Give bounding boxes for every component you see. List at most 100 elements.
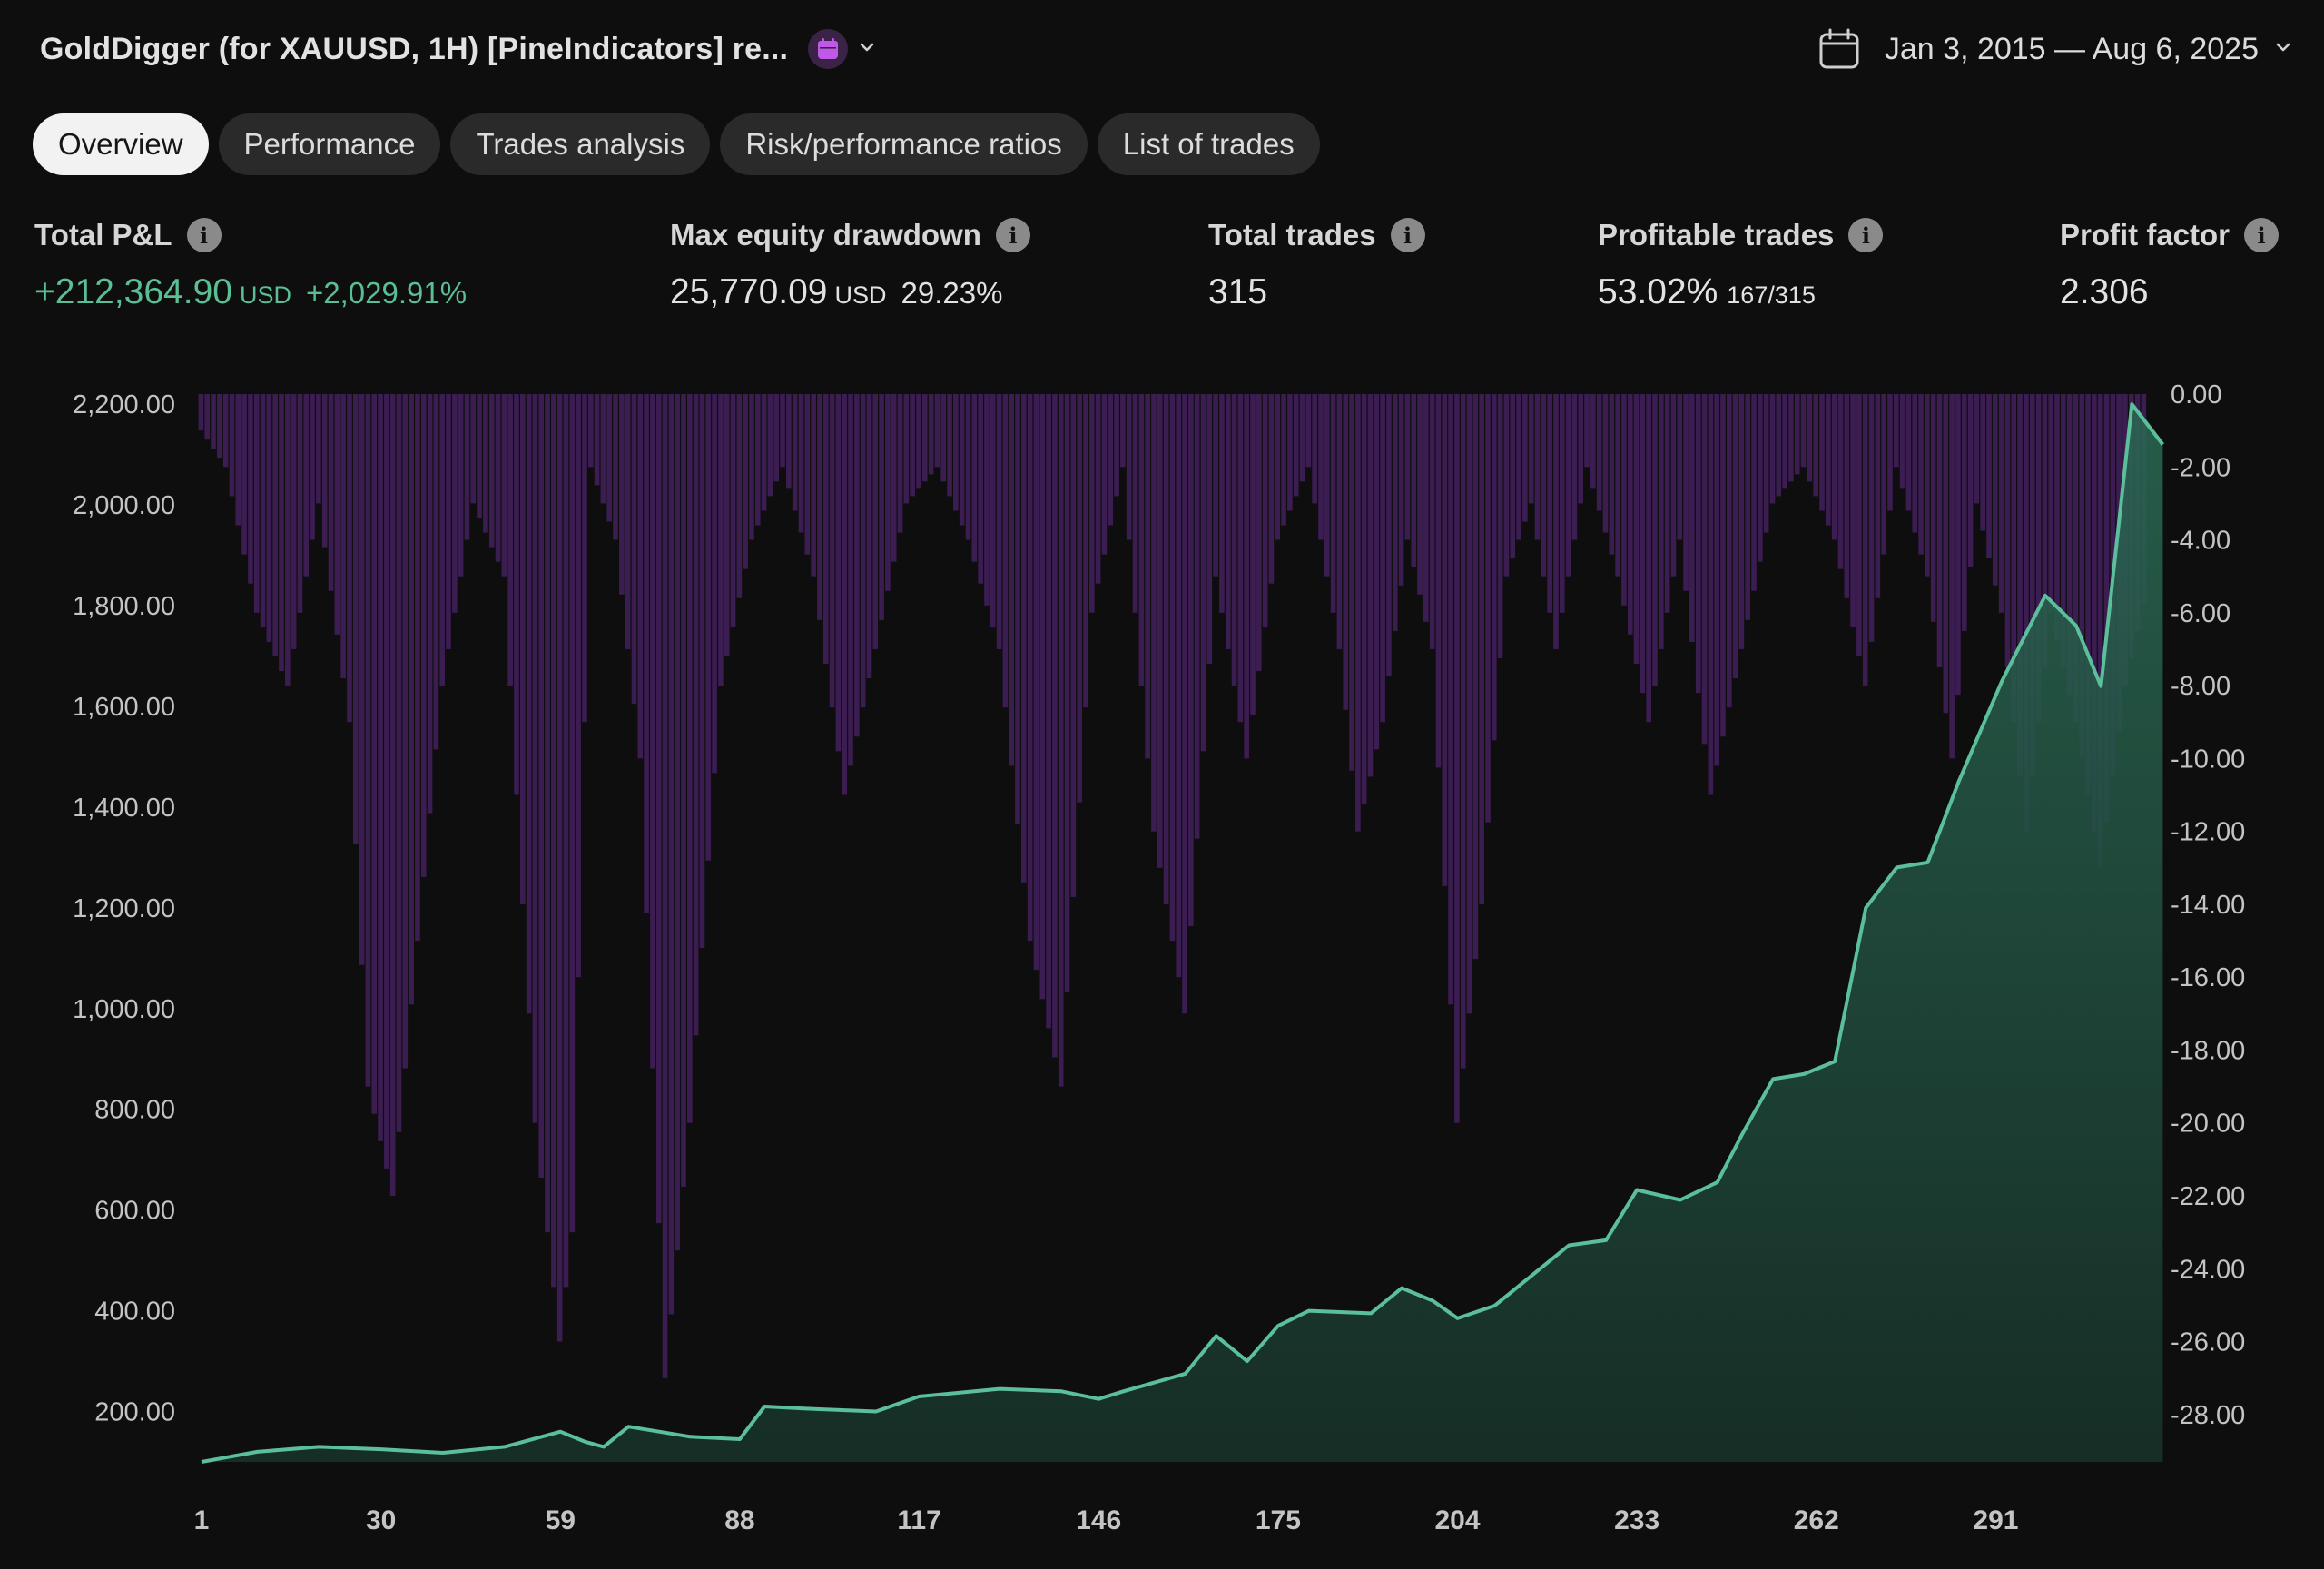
drawdown-bar xyxy=(427,394,433,814)
drawdown-bar xyxy=(1745,394,1751,620)
drawdown-bar xyxy=(1392,394,1398,631)
right-axis-tick-label: -16.00 xyxy=(2171,963,2245,992)
drawdown-bar xyxy=(1442,394,1448,886)
drawdown-bar xyxy=(1571,394,1578,540)
drawdown-bar xyxy=(1466,394,1472,1014)
drawdown-bar xyxy=(1386,394,1392,677)
drawdown-bar xyxy=(921,394,928,482)
drawdown-bar xyxy=(1862,394,1868,686)
stat-secondary: 29.23% xyxy=(901,276,1003,310)
drawdown-bar xyxy=(1262,394,1268,627)
drawdown-bar xyxy=(1677,394,1683,540)
drawdown-bar xyxy=(378,394,383,1141)
drawdown-bar xyxy=(321,394,328,548)
stat-secondary: +2,029.91% xyxy=(305,276,468,310)
right-axis-tick-label: 0.00 xyxy=(2171,380,2221,410)
drawdown-bar xyxy=(365,394,371,1087)
drawdown-bar xyxy=(613,394,618,540)
tab-overview[interactable]: Overview xyxy=(33,113,209,175)
drawdown-bar xyxy=(947,394,952,497)
chevron-down-icon[interactable] xyxy=(2273,37,2293,62)
drawdown-bar xyxy=(1058,394,1064,1087)
drawdown-bar xyxy=(328,394,334,591)
strategy-title[interactable]: GoldDigger (for XAUUSD, 1H) [PineIndicat… xyxy=(40,31,789,66)
drawdown-bar xyxy=(235,394,241,526)
drawdown-bar xyxy=(990,394,996,627)
drawdown-bar xyxy=(1646,394,1651,723)
right-axis-tick-label: -22.00 xyxy=(2171,1182,2245,1211)
drawdown-bar xyxy=(2092,394,2097,832)
right-axis-tick-label: -20.00 xyxy=(2171,1110,2245,1139)
drawdown-bar xyxy=(1683,394,1689,591)
drawdown-bar xyxy=(1132,394,1138,613)
drawdown-bar xyxy=(1732,394,1738,679)
calendar-badge-icon[interactable] xyxy=(808,29,849,69)
drawdown-bar xyxy=(1404,394,1411,540)
drawdown-bar xyxy=(2061,394,2066,668)
drawdown-bar xyxy=(1225,394,1231,649)
drawdown-bar xyxy=(860,394,866,708)
tab-risk-performance-ratios[interactable]: Risk/performance ratios xyxy=(720,113,1088,175)
drawdown-bar xyxy=(1101,394,1108,555)
drawdown-bar xyxy=(1244,394,1249,759)
right-axis-tick-label: -24.00 xyxy=(2171,1255,2245,1284)
drawdown-bar xyxy=(1503,394,1510,577)
info-icon[interactable]: i xyxy=(995,218,1030,252)
drawdown-bar xyxy=(1182,394,1187,1014)
left-axis-tick-label: 1,200.00 xyxy=(73,894,175,923)
drawdown-bar xyxy=(668,394,675,1315)
date-range-label[interactable]: Jan 3, 2015 — Aug 6, 2025 xyxy=(1884,31,2259,66)
right-y-axis: 0.00 -2.00 -4.00 -6.00 -8.00 -10.00 -12.00 -14.… xyxy=(2171,380,2245,1430)
drawdown-bar xyxy=(650,394,655,1069)
drawdown-bar xyxy=(488,394,495,548)
equity-line xyxy=(201,402,2164,1464)
drawdown-bar xyxy=(625,394,631,649)
drawdown-bar xyxy=(1033,394,1039,971)
drawdown-bar xyxy=(402,394,409,1069)
drawdown-bar xyxy=(662,394,668,1378)
info-icon[interactable]: i xyxy=(1390,218,1425,252)
chevron-down-icon[interactable] xyxy=(857,37,877,62)
drawdown-bar xyxy=(384,394,389,1169)
drawdown-bar xyxy=(2103,394,2110,823)
drawdown-bar xyxy=(538,394,545,1178)
left-axis-tick-label: 1,600.00 xyxy=(73,693,175,722)
drawdown-bar xyxy=(1769,394,1776,504)
info-icon[interactable]: i xyxy=(186,218,222,252)
drawdown-bar xyxy=(1609,394,1615,555)
drawdown-bar xyxy=(347,394,352,723)
drawdown-bar xyxy=(978,394,983,584)
drawdown-bar xyxy=(1578,394,1584,504)
drawdown-bar xyxy=(2024,394,2029,832)
drawdown-bar xyxy=(1850,394,1856,627)
left-axis-tick-label: 1,800.00 xyxy=(73,592,175,621)
drawdown-bar xyxy=(1615,394,1620,577)
drawdown-bar xyxy=(260,394,266,627)
drawdown-bar xyxy=(1491,394,1497,741)
drawdown-bar xyxy=(1819,394,1825,511)
x-axis: 1 30 59 88 117 146 175 204 233 262 291 xyxy=(194,1505,2019,1535)
drawdown-bar xyxy=(1726,394,1732,708)
drawdown-bar xyxy=(1417,394,1423,595)
drawdown-bar xyxy=(2011,394,2017,723)
drawdown-bar xyxy=(420,394,427,877)
drawdown-bar xyxy=(940,394,947,482)
drawdown-bar xyxy=(217,394,222,459)
drawdown-bar xyxy=(1151,394,1157,832)
drawdown-bar xyxy=(1720,394,1726,737)
drawdown-bar xyxy=(1516,394,1521,540)
tab-list-of-trades[interactable]: List of trades xyxy=(1097,113,1320,175)
drawdown-bar xyxy=(730,394,736,627)
drawdown-bar xyxy=(644,394,649,913)
strategy-title-group[interactable]: GoldDigger (for XAUUSD, 1H) [PineIndicat… xyxy=(40,29,877,69)
tab-performance[interactable]: Performance xyxy=(218,113,441,175)
drawdown-bar xyxy=(872,394,879,649)
info-icon[interactable]: i xyxy=(1848,218,1884,252)
drawdown-bar xyxy=(563,394,569,1288)
drawdown-bar xyxy=(1925,394,1930,577)
x-axis-tick-label: 117 xyxy=(897,1505,940,1535)
tab-trades-analysis[interactable]: Trades analysis xyxy=(450,113,711,175)
info-icon[interactable]: i xyxy=(2244,218,2280,252)
date-range-selector[interactable]: Jan 3, 2015 — Aug 6, 2025 xyxy=(1817,27,2293,71)
drawdown-bar xyxy=(1237,394,1244,723)
